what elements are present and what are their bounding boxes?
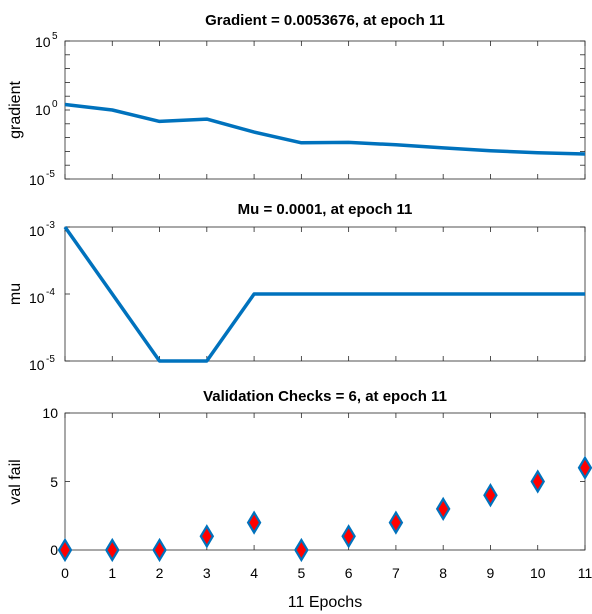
validation-point-epoch-11	[577, 455, 592, 480]
mu-y-axis-label: mu	[7, 283, 24, 305]
gradient-y-tick-2-exponent: 0	[52, 99, 58, 110]
gradient-chart-title: Gradient = 0.0053676, at epoch 11	[205, 12, 445, 29]
x-tick-label-8: 8	[439, 565, 447, 581]
mu-y-tick-1-exponent: -3	[46, 220, 55, 231]
validation-point-epoch-8	[435, 496, 451, 522]
validation-y-tick-0: 0	[50, 542, 58, 558]
gradient-y-tick-1: 10 5	[35, 31, 58, 50]
x-tick-label-10: 10	[530, 565, 546, 581]
gradient-y-tick-3: 10 -5	[29, 169, 55, 188]
validation-panel: Validation Checks = 6, at epoch 11 val f…	[7, 388, 592, 611]
gradient-y-tick-3-exponent: -5	[46, 169, 55, 180]
mu-y-tick-3-base: 10	[29, 357, 45, 373]
x-tick-label-4: 4	[250, 565, 258, 581]
validation-point-epoch-2	[152, 537, 167, 563]
mu-y-tick-3-exponent: -5	[46, 354, 55, 365]
x-tick-label-9: 9	[487, 565, 495, 581]
gradient-y-tick-1-exponent: 5	[52, 31, 58, 42]
gradient-plot-area	[64, 40, 586, 180]
gradient-y-tick-1-base: 10	[35, 34, 51, 50]
x-tick-label-1: 1	[108, 565, 116, 581]
validation-point-epoch-10	[530, 469, 546, 494]
mu-panel: Mu = 0.0001, at epoch 11 mu 10 -3 10 -4 …	[7, 201, 586, 373]
validation-y-tick-10: 10	[42, 405, 58, 421]
mu-series-line	[63, 225, 585, 363]
x-tick-label-0: 0	[61, 565, 69, 581]
mu-y-tick-2-base: 10	[29, 290, 45, 306]
mu-y-tick-2: 10 -4	[29, 287, 55, 306]
x-tick-label-7: 7	[392, 565, 400, 581]
validation-point-epoch-5	[294, 537, 309, 563]
x-tick-label-6: 6	[345, 565, 353, 581]
validation-point-epoch-3	[199, 524, 215, 549]
gradient-y-tick-2-base: 10	[35, 102, 51, 118]
mu-chart-title: Mu = 0.0001, at epoch 11	[238, 201, 413, 218]
gradient-y-tick-2: 10 0	[35, 99, 58, 118]
x-tick-label-2: 2	[156, 565, 164, 581]
mu-y-tick-1-base: 10	[29, 223, 45, 239]
mu-y-tick-3: 10 -5	[29, 354, 55, 373]
validation-chart-title: Validation Checks = 6, at epoch 11	[203, 388, 447, 405]
x-tick-label-5: 5	[297, 565, 305, 581]
mu-y-tick-1: 10 -3	[29, 220, 55, 239]
mu-y-tick-2-exponent: -4	[46, 287, 55, 298]
gradient-panel: Gradient = 0.0053676, at epoch 11 gradie…	[7, 12, 586, 188]
gradient-y-axis-label: gradient	[7, 81, 24, 139]
gradient-y-tick-3-base: 10	[29, 172, 45, 188]
validation-point-epoch-6	[341, 524, 356, 549]
validation-point-epoch-0	[57, 537, 73, 563]
x-axis-label: 11 Epochs	[288, 594, 362, 611]
validation-y-axis-label: val fail	[7, 459, 24, 504]
validation-point-epoch-7	[388, 510, 404, 535]
validation-plot-area	[64, 412, 586, 551]
x-tick-label-11: 11	[578, 565, 592, 581]
validation-y-tick-5: 5	[50, 474, 58, 490]
validation-point-epoch-4	[246, 510, 262, 535]
gradient-series-line	[64, 102, 586, 156]
validation-point-epoch-9	[483, 483, 498, 508]
validation-point-epoch-1	[104, 537, 120, 563]
x-tick-label-3: 3	[203, 565, 211, 581]
